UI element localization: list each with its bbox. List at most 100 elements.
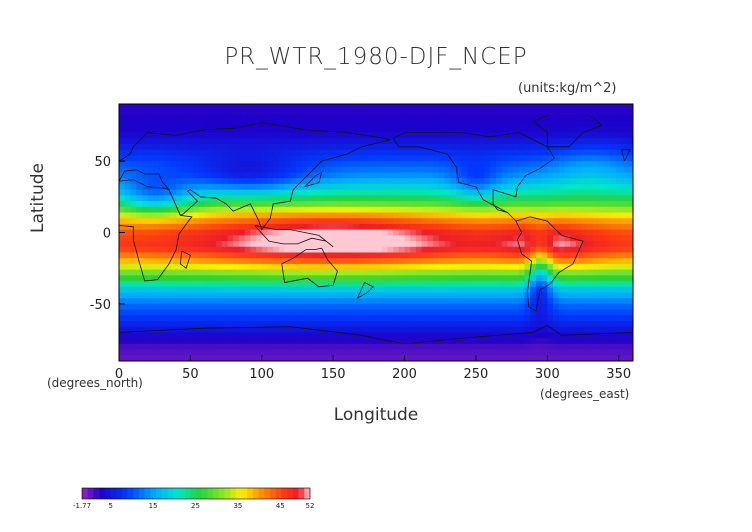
field-cell <box>364 155 371 162</box>
field-cell <box>507 355 514 361</box>
field-cell <box>256 206 263 213</box>
field-cell <box>387 132 394 139</box>
field-cell <box>513 252 520 259</box>
field-cell <box>181 172 188 179</box>
field-cell <box>421 138 428 145</box>
field-cell <box>461 212 468 219</box>
field-cell <box>353 201 360 208</box>
field-cell <box>593 189 600 196</box>
field-cell <box>587 275 594 282</box>
field-cell <box>478 155 485 162</box>
field-cell <box>393 258 400 265</box>
field-cell <box>233 286 240 293</box>
field-cell <box>598 206 605 213</box>
field-cell <box>336 178 343 185</box>
field-cell <box>467 252 474 259</box>
field-cell <box>455 275 463 282</box>
field-cell <box>227 246 234 253</box>
field-cell <box>250 218 257 225</box>
colorbar-tick-label: 35 <box>233 502 242 510</box>
field-cell <box>318 143 325 151</box>
field-cell <box>290 309 297 316</box>
field-cell <box>370 223 377 231</box>
field-cell <box>238 349 246 356</box>
field-cell <box>193 332 200 339</box>
field-cell <box>256 355 263 361</box>
field-cell <box>193 355 200 361</box>
field-cell <box>610 115 617 122</box>
field-cell <box>421 229 428 236</box>
field-cell <box>553 161 560 168</box>
field-cell <box>216 195 223 202</box>
x-tick-label: 200 <box>392 367 417 382</box>
field-cell <box>290 246 297 253</box>
field-cell <box>358 235 365 242</box>
field-cell <box>558 201 565 208</box>
field-cell <box>484 235 491 242</box>
field-cell <box>495 303 503 310</box>
field-cell <box>307 263 314 271</box>
field-cell <box>244 241 251 248</box>
field-cell <box>427 155 434 162</box>
field-cell <box>301 206 308 213</box>
field-cell <box>256 189 263 196</box>
field-cell <box>501 121 508 128</box>
field-cell <box>301 115 308 122</box>
field-cell <box>324 132 331 139</box>
field-cell <box>604 195 611 202</box>
field-cell <box>198 166 206 173</box>
field-cell <box>210 149 217 156</box>
field-cell <box>164 212 171 219</box>
field-cell <box>381 241 388 248</box>
field-cell <box>164 149 171 156</box>
field-cell <box>450 309 457 316</box>
field-cell <box>610 201 617 208</box>
field-cell <box>627 132 633 139</box>
field-cell <box>267 109 274 116</box>
field-cell <box>181 241 188 248</box>
field-cell <box>575 218 582 225</box>
field-cell <box>598 138 605 145</box>
field-cell <box>467 189 474 196</box>
field-cell <box>158 309 166 316</box>
colorbar-segment <box>173 488 180 499</box>
field-cell <box>210 338 217 345</box>
field-cell <box>307 303 314 310</box>
field-cell <box>221 263 228 271</box>
field-cell <box>278 166 286 173</box>
field-cell <box>433 143 440 151</box>
field-cell <box>530 326 537 333</box>
field-cell <box>273 161 280 168</box>
field-cell <box>581 189 588 196</box>
field-cell <box>473 321 480 328</box>
field-cell <box>473 263 480 271</box>
field-cell <box>467 121 474 128</box>
field-cell <box>210 206 217 213</box>
field-cell <box>267 183 274 191</box>
field-cell <box>593 252 600 259</box>
field-cell <box>553 126 560 133</box>
field-cell <box>238 303 246 310</box>
field-cell <box>210 212 217 219</box>
field-cell <box>301 218 308 225</box>
field-cell <box>524 218 531 225</box>
field-cell <box>393 263 400 271</box>
field-cell <box>621 178 628 185</box>
field-cell <box>290 143 297 151</box>
field-cell <box>318 229 325 236</box>
field-cell <box>530 235 537 242</box>
field-cell <box>324 321 331 328</box>
field-cell <box>513 109 520 116</box>
field-cell <box>278 332 286 339</box>
field-cell <box>210 172 217 179</box>
field-cell <box>119 166 126 173</box>
field-cell <box>438 109 445 116</box>
field-cell <box>198 172 206 179</box>
field-cell <box>564 109 571 116</box>
field-cell <box>221 298 228 305</box>
field-cell <box>415 218 423 225</box>
field-cell <box>621 161 628 168</box>
field-cell <box>438 321 445 328</box>
field-cell <box>427 332 434 339</box>
field-cell <box>250 321 257 328</box>
